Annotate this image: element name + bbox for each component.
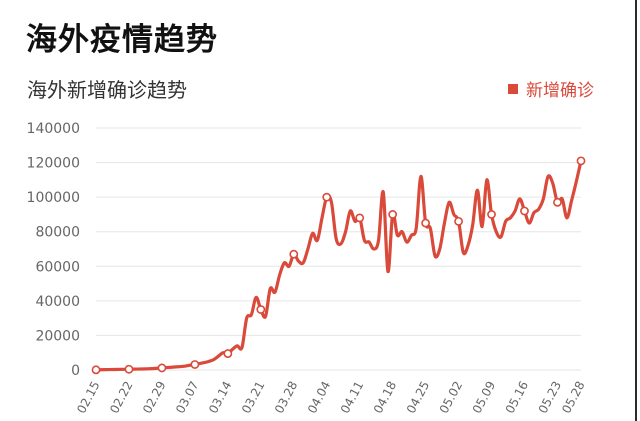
chart-title: 海外新增确诊趋势	[27, 78, 187, 102]
x-tick-label: 03.28	[272, 379, 300, 416]
legend-swatch	[508, 83, 518, 94]
x-tick-label: 05.28	[559, 379, 587, 416]
series-line	[94, 159, 583, 372]
x-tick-label: 02.22	[107, 379, 135, 416]
y-tick-label: 140000	[27, 121, 80, 137]
x-tick-label: 04.25	[404, 379, 432, 416]
y-tick-label: 100000	[27, 190, 80, 206]
data-point	[576, 156, 586, 166]
x-tick-label: 05.02	[437, 379, 465, 416]
x-tick-label: 03.14	[206, 379, 234, 416]
x-tick-label: 03.21	[239, 379, 267, 416]
page-title: 海外疫情趋势	[26, 22, 218, 58]
data-point	[124, 364, 134, 374]
data-point	[520, 206, 529, 216]
data-point	[355, 213, 365, 223]
data-point	[91, 365, 101, 375]
data-point	[388, 210, 398, 219]
x-tick-label: 02.15	[74, 379, 102, 416]
y-tick-label: 80000	[35, 225, 80, 241]
legend-label: 新增确诊	[526, 81, 594, 101]
x-tick-label: 03.07	[173, 379, 201, 416]
x-tick-label: 04.18	[371, 379, 399, 416]
legend[interactable]: 新增确诊	[508, 76, 594, 101]
data-point	[553, 197, 562, 207]
data-point	[421, 218, 431, 228]
data-point	[454, 216, 463, 226]
data-point	[289, 249, 299, 259]
data-point	[487, 210, 496, 219]
x-tick-label: 05.16	[503, 379, 531, 416]
y-tick-label: 40000	[35, 294, 80, 310]
y-tick-label: 60000	[35, 259, 80, 275]
y-tick-label: 0	[71, 363, 80, 379]
y-tick-label: 120000	[27, 156, 80, 172]
y-tick-label: 20000	[35, 328, 80, 344]
data-point	[157, 363, 167, 373]
window-edge-divider	[635, 0, 637, 421]
data-point	[322, 192, 332, 202]
data-point	[223, 349, 233, 358]
x-tick-label: 04.11	[338, 379, 366, 416]
x-tick-label: 04.04	[305, 379, 333, 416]
data-point	[256, 305, 266, 314]
x-tick-label: 05.09	[470, 379, 498, 416]
x-tick-label: 02.29	[140, 379, 168, 416]
data-point	[190, 360, 200, 369]
